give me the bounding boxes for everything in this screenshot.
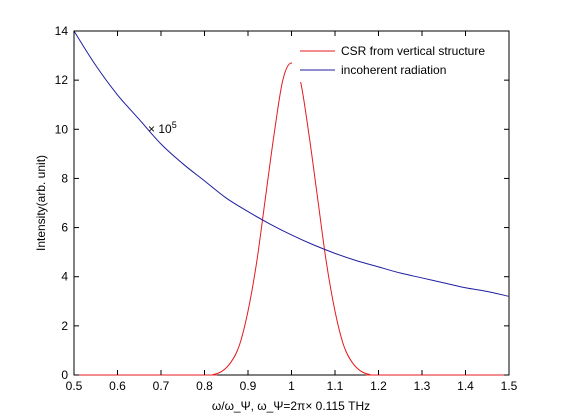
series-line-incoherent (73, 30, 510, 297)
x-tick-label: 1.1 (327, 379, 344, 393)
legend-box (292, 40, 502, 82)
annotation-text: × 10 (148, 122, 172, 136)
x-tick-label: 0.8 (196, 379, 213, 393)
x-axis-label: ω/ω_Ψ, ω_Ψ=2π× 0.115 THz (212, 399, 370, 413)
y-tick-label: 14 (55, 24, 69, 38)
y-tick-label: 6 (61, 221, 68, 235)
x-tick-label: 0.6 (109, 379, 126, 393)
y-tick-label: 8 (61, 171, 68, 185)
plot-area (73, 30, 510, 376)
legend: CSR from vertical structure incoherent r… (292, 40, 502, 82)
y-axis-label: Intensity(arb. unit) (34, 155, 48, 251)
x-tick-label: 0.9 (240, 379, 257, 393)
x-tick-label: 0.7 (153, 379, 170, 393)
x-tick-label: 1 (288, 379, 295, 393)
chart-annotation: × 105 (148, 120, 177, 136)
y-tick-label: 0 (61, 368, 68, 382)
legend-label-incoherent: incoherent radiation (341, 63, 446, 77)
x-tick-label: 1.4 (457, 379, 474, 393)
series-layer (73, 30, 510, 376)
legend-label-csr: CSR from vertical structure (341, 44, 485, 58)
x-tick-label: 1.2 (370, 379, 387, 393)
y-tick-label: 2 (61, 319, 68, 333)
x-tick-label: 1.5 (501, 379, 518, 393)
y-tick-label: 12 (55, 73, 69, 87)
series-line-csr (73, 62, 510, 376)
y-tick-label: 10 (55, 122, 69, 136)
x-tick-label: 1.3 (414, 379, 431, 393)
x-tick-label: 0.5 (66, 379, 83, 393)
y-tick-label: 4 (61, 270, 68, 284)
ticks-layer: 0.5 0.6 0.7 0.8 0.9 1 1.1 1.2 1.3 1.4 1.5 0 2 4 6 8 10 12… (55, 24, 518, 393)
annotation-exponent: 5 (172, 120, 177, 130)
